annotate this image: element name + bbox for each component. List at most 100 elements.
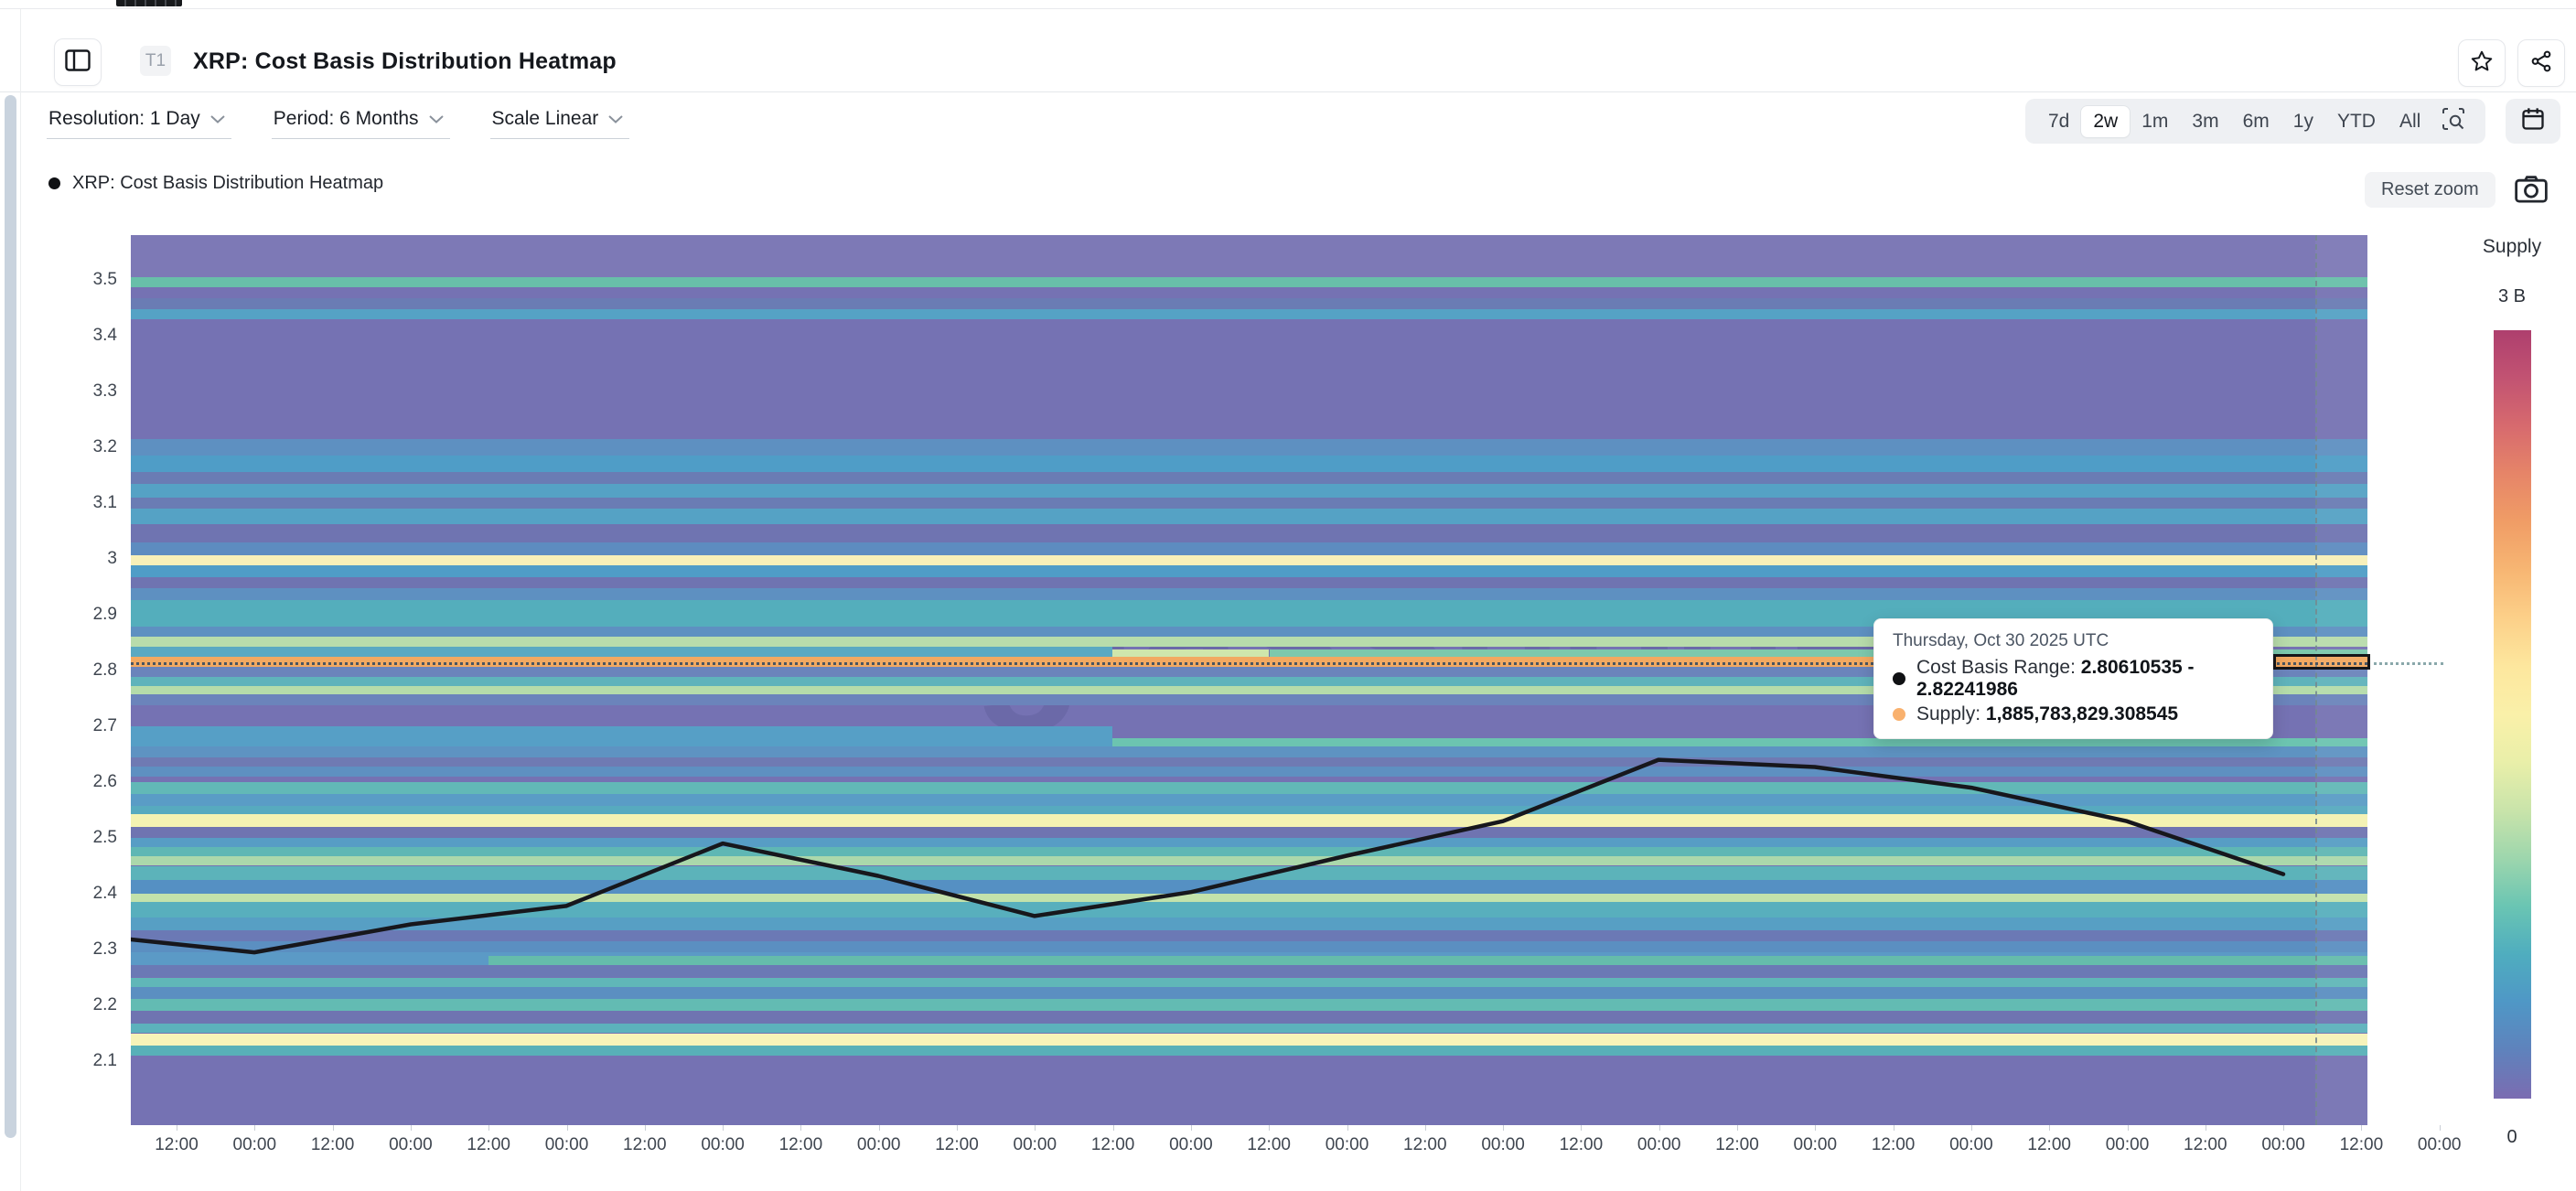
range-button-6m[interactable]: 6m [2242,110,2270,132]
x-axis-tick [1503,1125,1505,1131]
period-dropdown[interactable]: Period: 6 Months [271,106,450,139]
y-axis-label: 3.3 [92,381,117,401]
box-zoom-button[interactable] [2432,102,2474,141]
colorbar-max-label: 3 B [2497,286,2527,306]
selected-cell-outline [2273,654,2370,671]
heatmap-band [131,782,2367,795]
y-axis-label: 2.3 [92,939,117,959]
y-axis-label: 2.4 [92,884,117,903]
y-axis-label: 2.1 [92,1051,117,1070]
calendar-button[interactable] [2506,99,2560,144]
colorbar-min-label: 0 [2506,1127,2517,1147]
range-selector: 7d 2w 1m 3m 6m 1y YTD All [2025,99,2486,144]
screenshot-button[interactable] [2513,173,2549,210]
heatmap-band [131,940,2367,953]
left-rail-divider [20,9,21,1191]
header: T1 XRP: Cost Basis Distribution Heatmap [0,9,2576,91]
heatmap-band [131,677,2367,687]
x-axis-tick [878,1125,880,1131]
y-axis-label: 3.5 [92,270,117,289]
heatmap-band [131,756,2367,767]
heatmap-band [131,627,2367,638]
x-axis-tick [644,1125,646,1131]
x-axis-label: 00:00 [1949,1135,1993,1154]
page-title: XRP: Cost Basis Distribution Heatmap [193,48,617,74]
x-axis-tick [2127,1125,2129,1131]
y-axis-label: 3.2 [92,437,117,456]
x-axis-tick [2439,1125,2441,1131]
heatmap-band [131,805,2367,815]
heatmap-band [131,647,1113,658]
x-axis-label: 12:00 [2339,1135,2384,1154]
y-axis-label: 2.7 [92,716,117,735]
calendar-icon [2520,106,2546,136]
x-axis-label: 12:00 [310,1135,355,1154]
sidebar-panel-icon [65,48,91,76]
x-axis-label: 00:00 [232,1135,277,1154]
share-button[interactable] [2517,39,2565,87]
heatmap-band [131,794,2367,806]
heatmap-band [131,847,2367,856]
heatmap-band [488,956,2367,966]
x-axis-label: 12:00 [1090,1135,1135,1154]
resolution-dropdown[interactable]: Resolution: 1 Day [47,106,231,139]
heatmap-band [131,456,2367,473]
hovered-column-highlight [2315,235,2367,1125]
x-axis-tick [1269,1125,1271,1131]
sidebar-toggle-button[interactable] [54,38,102,86]
heatmap-band [131,308,2367,319]
x-axis-tick [1424,1125,1426,1131]
heatmap-band [131,297,2367,309]
heatmap-band [131,814,2367,827]
range-button-ytd[interactable]: YTD [2336,110,2376,132]
x-axis-label: 12:00 [1403,1135,1447,1154]
heatmap-band [131,965,2367,978]
range-button-3m[interactable]: 3m [2192,110,2219,132]
heatmap-band [131,694,2367,705]
heatmap-band [131,894,2367,902]
x-axis-tick [1658,1125,1660,1131]
y-axis-label: 3.1 [92,493,117,512]
heatmap-band [131,826,2367,838]
x-axis-label: 12:00 [935,1135,979,1154]
heatmap-band [131,472,2367,484]
heatmap-band [131,901,2367,917]
range-button-1y[interactable]: 1y [2292,110,2313,132]
x-axis-tick [1581,1125,1583,1131]
x-axis-tick [2283,1125,2285,1131]
heatmap-band [131,576,2367,588]
heatmap-band [131,483,2367,498]
range-button-all[interactable]: All [2399,110,2421,132]
series-legend[interactable]: XRP: Cost Basis Distribution Heatmap [48,173,383,194]
x-axis-label: 12:00 [155,1135,199,1154]
supply-marker-icon [1893,708,1905,721]
heatmap-band [131,276,2367,287]
x-axis-label: 00:00 [1637,1135,1681,1154]
x-axis-label: 00:00 [544,1135,589,1154]
x-axis-label: 12:00 [623,1135,667,1154]
chart-tooltip: Thursday, Oct 30 2025 UTC Cost Basis Ran… [1873,618,2273,739]
range-button-2w[interactable]: 2w [2081,105,2131,137]
series-legend-label: XRP: Cost Basis Distribution Heatmap [72,173,384,193]
tooltip-supply: Supply: 1,885,783,829.308545 [1916,703,2179,724]
range-button-7d[interactable]: 7d [2048,110,2070,132]
page-scrollbar[interactable] [5,95,16,1138]
x-axis-tick [1190,1125,1192,1131]
x-axis-label: 00:00 [389,1135,433,1154]
heatmap-band [1269,649,2367,658]
heatmap-band [131,524,2367,542]
tooltip-cost-basis: Cost Basis Range: 2.80610535 - 2.8224198… [1916,657,2195,700]
y-axis-label: 2.5 [92,828,117,847]
favorite-button[interactable] [2458,39,2506,87]
x-axis-label: 12:00 [2027,1135,2071,1154]
colorbar-title: Supply [2482,236,2542,257]
x-axis-label: 00:00 [701,1135,745,1154]
chart-controls: Resolution: 1 Day Period: 6 Months Scale… [47,106,630,139]
scale-dropdown[interactable]: Scale Linear [489,106,630,139]
x-axis-tick [957,1125,958,1131]
crosshair-vertical [2315,235,2317,1125]
range-button-1m[interactable]: 1m [2141,110,2169,132]
y-axis-label: 2.2 [92,995,117,1014]
heatmap-band [131,746,2367,757]
reset-zoom-button[interactable]: Reset zoom [2365,172,2496,208]
